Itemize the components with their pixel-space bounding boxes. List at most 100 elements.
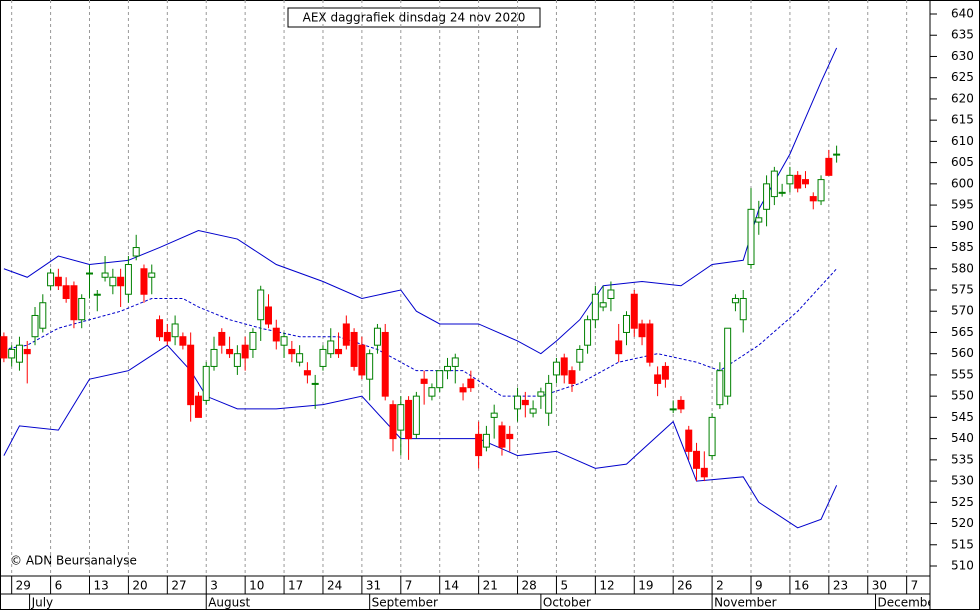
plot: 29 6 13 20 27 3 10 17 24 31 7 14 21 28 5 12 19 26 2 9 16 23 30… bbox=[0, 0, 974, 594]
y-tick-label: 600 bbox=[951, 176, 974, 190]
candle-body bbox=[731, 297, 739, 304]
candle-body bbox=[342, 323, 350, 346]
y-tick-label: 610 bbox=[951, 134, 974, 148]
x-tick-label: 26 bbox=[677, 579, 692, 593]
x-tick-label: 27 bbox=[171, 579, 186, 593]
candle-body bbox=[78, 297, 86, 321]
y-tick-label: 635 bbox=[951, 28, 974, 42]
y-tick-label: 605 bbox=[951, 155, 974, 169]
candle-body bbox=[109, 276, 117, 287]
y-tick-label: 585 bbox=[951, 240, 974, 254]
candle-body bbox=[786, 174, 794, 185]
candle-body bbox=[654, 374, 662, 384]
candle-body bbox=[755, 217, 763, 223]
candle-body bbox=[249, 331, 257, 350]
candle-body bbox=[257, 289, 265, 321]
y-tick-label: 620 bbox=[951, 91, 974, 105]
chart-title: AEX daggrafiek dinsdag 24 nov 2020 bbox=[303, 11, 526, 25]
candle-body bbox=[763, 183, 771, 210]
candle-body bbox=[560, 357, 568, 376]
candle-body bbox=[576, 348, 584, 363]
x-tick-label: 24 bbox=[327, 579, 342, 593]
candle-body bbox=[568, 370, 576, 384]
candle-body bbox=[428, 387, 436, 397]
candle-body bbox=[54, 276, 62, 287]
candle-body bbox=[607, 289, 615, 299]
candle-body bbox=[739, 297, 747, 321]
candle-body bbox=[8, 348, 16, 359]
candle-body bbox=[156, 319, 164, 338]
candle-body bbox=[778, 191, 786, 194]
candle-body bbox=[467, 378, 475, 389]
candle-body bbox=[700, 467, 708, 478]
candle-body bbox=[319, 348, 327, 367]
y-tick-label: 530 bbox=[951, 474, 974, 488]
candle-body bbox=[171, 323, 179, 338]
y-tick-label: 625 bbox=[951, 70, 974, 84]
x-tick-label: 19 bbox=[638, 579, 653, 593]
candle-body bbox=[85, 272, 93, 275]
candle-body bbox=[552, 361, 560, 376]
candle-body bbox=[630, 293, 638, 329]
candle-body bbox=[311, 382, 319, 385]
candle-body bbox=[514, 395, 522, 410]
candle-body bbox=[506, 433, 514, 440]
candle-body bbox=[23, 348, 31, 355]
y-tick-label: 630 bbox=[951, 49, 974, 63]
y-tick-label: 535 bbox=[951, 452, 974, 466]
candle-body bbox=[93, 293, 101, 296]
candle-body bbox=[412, 395, 420, 435]
x-tick-label: 7 bbox=[405, 579, 413, 593]
x-tick-label: 9 bbox=[755, 579, 763, 593]
candle-body bbox=[459, 387, 467, 393]
y-tick-label: 640 bbox=[951, 7, 974, 21]
candle-body bbox=[0, 336, 8, 359]
band-line bbox=[3, 47, 838, 355]
candle-body bbox=[366, 353, 374, 380]
x-tick-label: 30 bbox=[872, 579, 887, 593]
x-tick-label: 2 bbox=[716, 579, 724, 593]
candle-body bbox=[280, 336, 288, 346]
x-tick-label: 3 bbox=[210, 579, 218, 593]
candle-body bbox=[451, 357, 459, 367]
candle-body bbox=[794, 174, 802, 189]
x-tick-label: 29 bbox=[16, 579, 31, 593]
x-tick-label: 31 bbox=[366, 579, 381, 593]
candle-body bbox=[405, 399, 413, 440]
month-labels: July August September October November Decemb… bbox=[29, 594, 940, 610]
y-tick-label: 550 bbox=[951, 389, 974, 403]
candle-body bbox=[669, 408, 677, 411]
candle-body bbox=[389, 404, 397, 440]
x-tick-label: 13 bbox=[93, 579, 108, 593]
band-line bbox=[3, 344, 838, 529]
y-tick-label: 560 bbox=[951, 346, 974, 360]
candle-body bbox=[521, 399, 529, 406]
y-tick-label: 525 bbox=[951, 495, 974, 509]
candle-body bbox=[264, 306, 272, 325]
candle-body bbox=[327, 340, 335, 355]
candle-body bbox=[381, 331, 389, 397]
title-box bbox=[287, 7, 541, 28]
candle-body bbox=[475, 433, 483, 457]
candle-body bbox=[241, 344, 249, 359]
candle-body bbox=[179, 336, 187, 346]
candle-body bbox=[708, 416, 716, 457]
candle-body bbox=[638, 323, 646, 338]
candle-body bbox=[537, 391, 545, 397]
candle-body bbox=[117, 276, 125, 287]
candle-body bbox=[747, 208, 755, 266]
y-tick-label: 520 bbox=[951, 516, 974, 530]
candle-body bbox=[490, 412, 498, 418]
candle-body bbox=[584, 319, 592, 346]
month-label: October bbox=[543, 596, 591, 610]
candle-body bbox=[39, 302, 47, 329]
candle-body bbox=[15, 344, 23, 363]
candle-body bbox=[724, 327, 732, 397]
y-tick-label: 510 bbox=[951, 559, 974, 573]
candle-body bbox=[335, 348, 343, 355]
candle-body bbox=[62, 285, 70, 299]
candle-body bbox=[373, 327, 381, 346]
month-label: December bbox=[878, 596, 940, 610]
x-tick-label: 12 bbox=[599, 579, 614, 593]
